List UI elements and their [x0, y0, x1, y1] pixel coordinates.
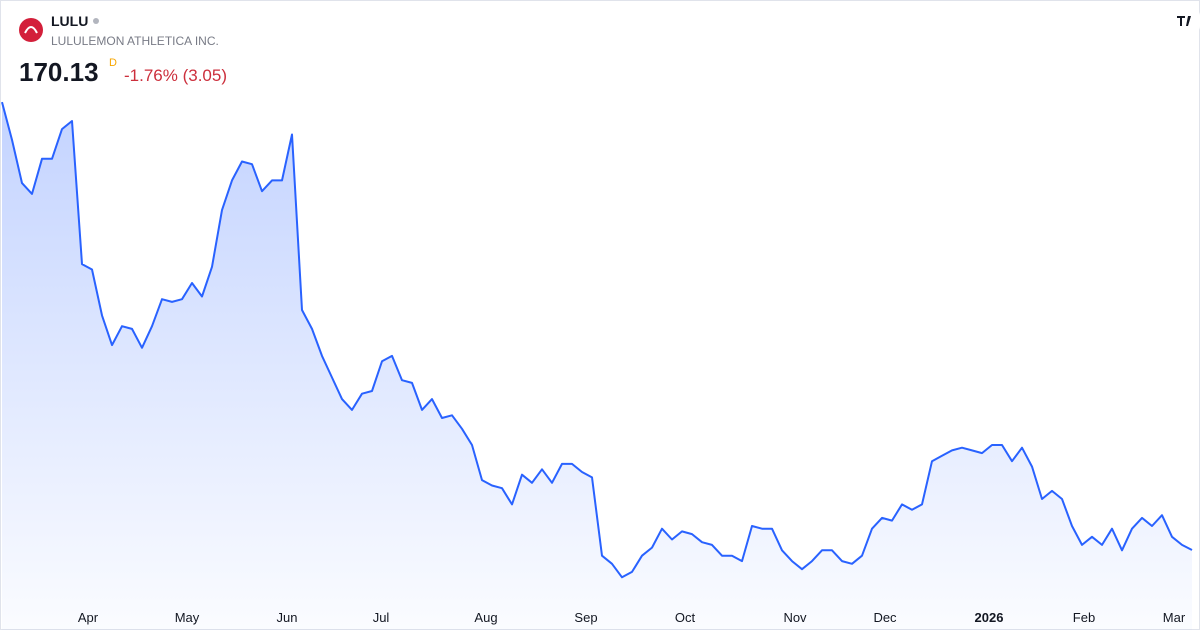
change: -1.76% (3.05): [124, 66, 227, 85]
x-tick-label: Feb: [1073, 610, 1095, 625]
x-tick-label: Oct: [675, 610, 696, 625]
x-tick-label: Mar: [1163, 610, 1186, 625]
brand-logo[interactable]: [1177, 16, 1191, 26]
area-fill: [2, 102, 1192, 630]
x-axis: Apr May Jun Jul Aug Sep Oct Nov Dec 2026 Feb Mar: [78, 610, 1186, 625]
plot-area: [1, 101, 1193, 630]
company-name: LULULEMON ATHLETICA INC.: [51, 34, 219, 48]
interval: D: [109, 57, 117, 69]
symbol: LULU: [51, 13, 88, 29]
logo-mark: [24, 26, 38, 34]
x-tick-label: Dec: [873, 610, 897, 625]
x-tick-label: Aug: [474, 610, 497, 625]
status-dot: [93, 18, 99, 24]
x-tick-label: Sep: [574, 610, 597, 625]
x-tick-label: Jul: [373, 610, 390, 625]
x-tick-label: 2026: [975, 610, 1004, 625]
x-tick-label: Apr: [78, 610, 99, 625]
brand-badge[interactable]: [1170, 8, 1200, 34]
x-tick-label: Jun: [277, 610, 298, 625]
logo: [19, 18, 43, 42]
price: 170.13: [19, 57, 99, 87]
price-line: [1, 101, 1193, 579]
x-tick-label: Nov: [783, 610, 807, 625]
x-tick-label: May: [175, 610, 200, 625]
